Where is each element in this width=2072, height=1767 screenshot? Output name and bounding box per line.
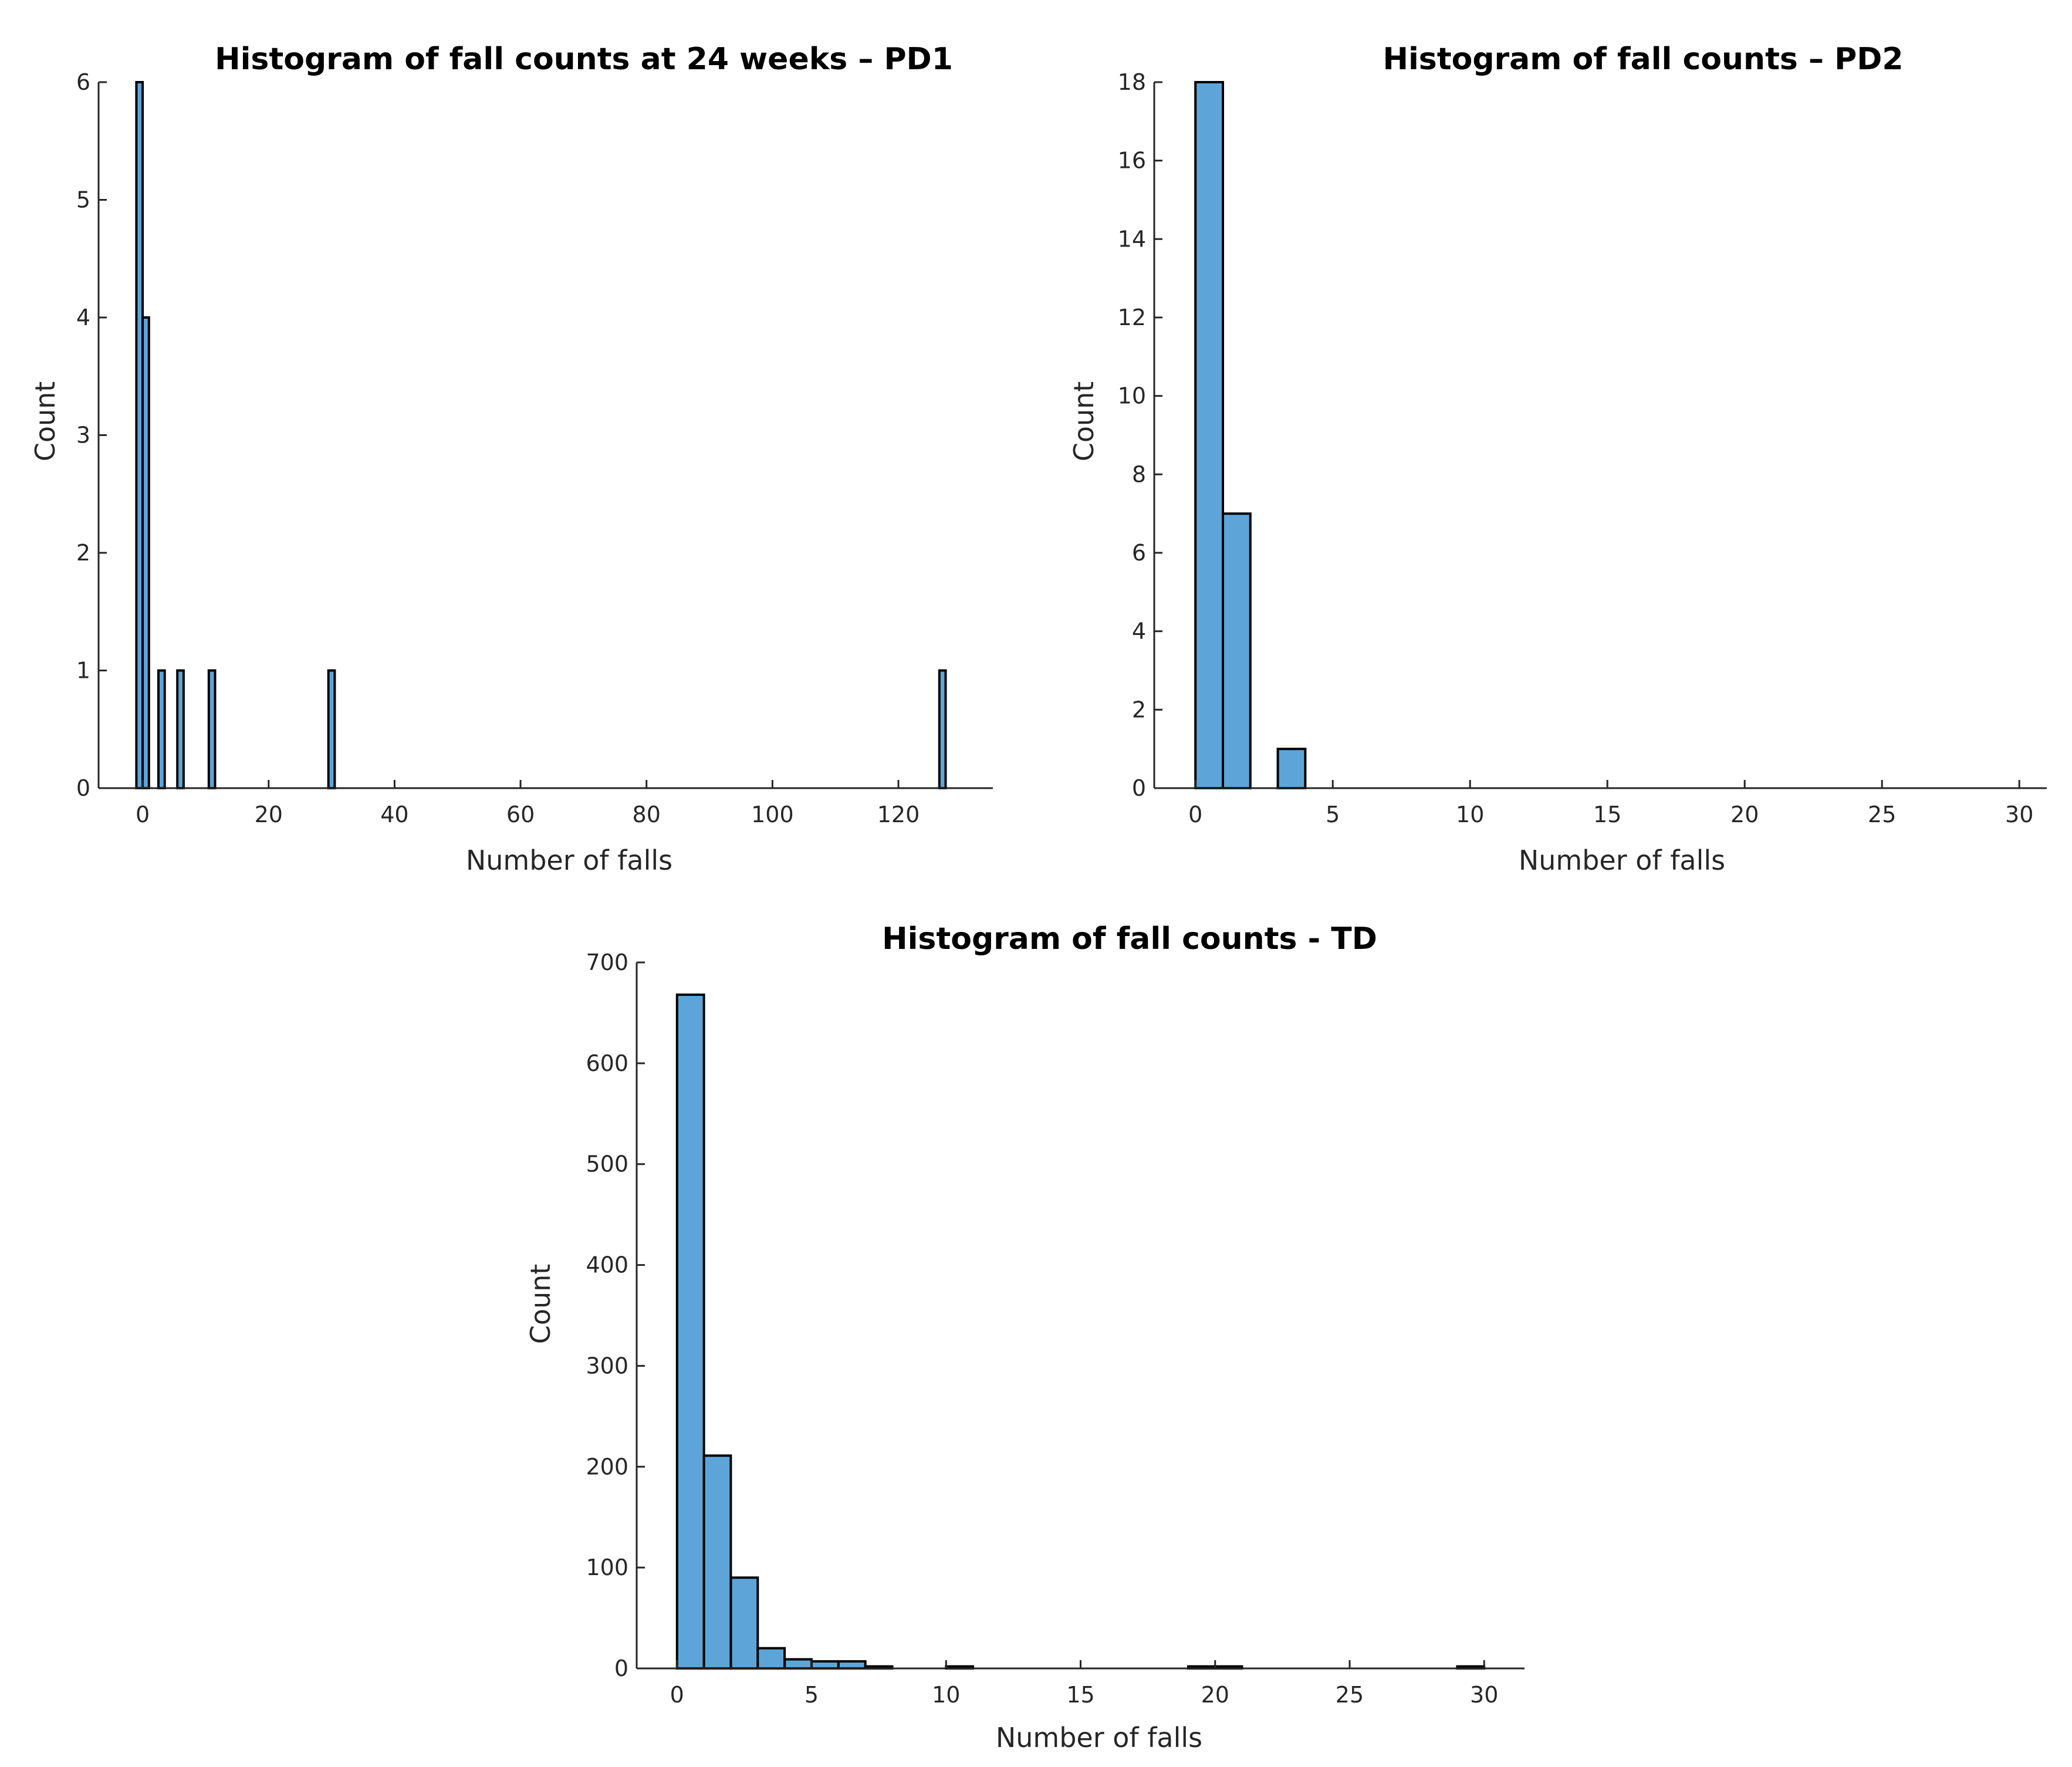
chart-pd2-y-tick-label: 10 xyxy=(1118,383,1146,409)
chart-pd2-bar xyxy=(1276,748,1307,789)
chart-pd1-bar xyxy=(141,316,150,789)
chart-pd2-axes xyxy=(1153,82,2047,789)
chart-pd2-x-tick-label: 10 xyxy=(1456,802,1484,827)
chart-pd2-bar xyxy=(1222,512,1252,789)
chart-pd2-y-tick-label: 2 xyxy=(1132,697,1146,722)
chart-pd1-y-tick-label: 2 xyxy=(76,540,90,566)
chart-td-x-tick-label: 20 xyxy=(1201,1682,1229,1708)
chart-pd1-bar xyxy=(157,669,166,789)
chart-td-y-tick-label: 700 xyxy=(586,950,628,975)
chart-td-x-tick-label: 5 xyxy=(805,1682,819,1708)
chart-pd1-x-tick-label: 80 xyxy=(633,802,661,827)
chart-td-x-tick-label: 30 xyxy=(1470,1682,1498,1708)
chart-pd1: Histogram of fall counts at 24 weeks – P… xyxy=(29,42,993,876)
chart-td-ylabel: Count xyxy=(525,1264,556,1344)
chart-pd2-bars xyxy=(1194,81,1307,789)
chart-td-x-tick-label: 25 xyxy=(1336,1682,1364,1708)
chart-pd1-x-tick-label: 100 xyxy=(751,802,794,827)
chart-td-title: Histogram of fall counts - TD xyxy=(882,921,1377,957)
chart-td-bar xyxy=(729,1576,759,1670)
chart-pd1-y-tick-label: 5 xyxy=(76,187,90,213)
chart-pd2-y-tick-label: 12 xyxy=(1118,305,1146,330)
chart-pd2-y-tick-label: 0 xyxy=(1132,775,1146,801)
chart-pd2-ticks: 0 5 10 15 20 25 30 0 2 4 6 8 10 12 14 16 18 xyxy=(1118,69,2034,827)
chart-pd1-ticks: 0 20 40 60 80 100 120 0 1 2 3 4 5 6 xyxy=(76,69,920,827)
chart-pd1-xlabel: Number of falls xyxy=(466,844,672,876)
chart-pd1-x-tick-label: 120 xyxy=(877,802,920,827)
chart-pd2-y-tick-label: 14 xyxy=(1118,226,1146,252)
chart-pd1-ylabel: Count xyxy=(29,381,61,462)
chart-pd1-x-tick-label: 40 xyxy=(380,802,408,827)
chart-pd2-y-tick-label: 4 xyxy=(1132,619,1146,644)
chart-td-x-tick-label: 10 xyxy=(932,1682,960,1708)
chart-pd1-bar xyxy=(938,669,947,789)
chart-td-x-tick-label: 15 xyxy=(1066,1682,1094,1708)
chart-td-y-tick-label: 100 xyxy=(586,1555,628,1580)
chart-pd1-y-tick-label: 3 xyxy=(76,423,90,448)
chart-pd1-x-tick-label: 60 xyxy=(506,802,535,827)
chart-pd2-xlabel: Number of falls xyxy=(1519,844,1725,876)
chart-pd2-y-tick-label: 6 xyxy=(1132,540,1146,566)
chart-pd2-x-tick-label: 25 xyxy=(1868,802,1896,827)
chart-pd2-x-tick-label: 30 xyxy=(2005,802,2033,827)
chart-pd2: Histogram of fall counts – PD2 0 5 10 15 20 2… xyxy=(1068,42,2047,876)
chart-td: Histogram of fall counts - TD 0 5 10 15 20 25… xyxy=(525,921,1525,1754)
chart-pd2-x-tick-label: 20 xyxy=(1730,802,1759,827)
chart-td-y-tick-label: 400 xyxy=(586,1252,628,1278)
chart-pd2-y-tick-label: 18 xyxy=(1118,69,1146,95)
chart-td-bar xyxy=(675,994,705,1670)
chart-pd2-x-tick-label: 5 xyxy=(1326,802,1340,827)
chart-td-y-tick-label: 500 xyxy=(586,1151,628,1177)
chart-td-bar xyxy=(783,1658,813,1670)
chart-td-y-tick-label: 200 xyxy=(586,1454,628,1479)
chart-pd2-x-tick-label: 15 xyxy=(1593,802,1621,827)
chart-td-x-tick-label: 0 xyxy=(670,1682,684,1708)
chart-pd1-bar xyxy=(327,669,336,789)
chart-td-y-tick-label: 0 xyxy=(614,1655,628,1681)
chart-pd1-bar xyxy=(207,669,217,789)
chart-pd2-y-tick-label: 8 xyxy=(1132,461,1146,487)
chart-pd1-bar xyxy=(176,669,185,789)
chart-td-bar xyxy=(837,1660,867,1670)
chart-td-bar xyxy=(810,1660,840,1670)
chart-td-bar xyxy=(702,1454,732,1670)
chart-pd1-y-tick-label: 6 xyxy=(76,69,90,95)
chart-td-bar xyxy=(756,1647,786,1670)
chart-pd1-x-tick-label: 20 xyxy=(255,802,283,827)
chart-pd2-ylabel: Count xyxy=(1068,381,1100,462)
chart-pd2-bar xyxy=(1194,81,1224,789)
chart-pd1-y-tick-label: 4 xyxy=(76,305,90,330)
chart-pd1-y-tick-label: 0 xyxy=(76,775,90,801)
chart-pd2-x-tick-label: 0 xyxy=(1188,802,1202,827)
chart-pd1-x-tick-label: 0 xyxy=(136,802,150,827)
chart-pd1-y-tick-label: 1 xyxy=(76,658,90,684)
chart-td-y-tick-label: 600 xyxy=(586,1050,628,1076)
chart-pd2-y-tick-label: 16 xyxy=(1118,148,1146,174)
chart-td-y-tick-label: 300 xyxy=(586,1353,628,1379)
chart-pd2-title: Histogram of fall counts – PD2 xyxy=(1383,42,1903,77)
chart-pd1-title: Histogram of fall counts at 24 weeks – P… xyxy=(215,42,953,77)
chart-td-xlabel: Number of falls xyxy=(996,1722,1202,1754)
